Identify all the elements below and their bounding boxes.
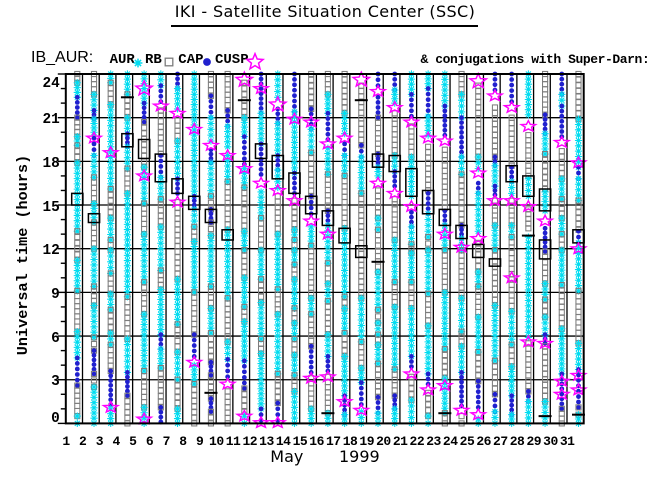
x-tick-label: 27: [493, 434, 508, 449]
y-tick-label: 24: [42, 75, 60, 92]
x-axis-title: May 1999: [270, 447, 380, 466]
x-tick-label: 30: [543, 434, 558, 449]
x-tick-label: 25: [459, 434, 475, 449]
y-tick-label: 12: [42, 243, 60, 260]
x-tick-label: 26: [476, 434, 491, 449]
legend-label-aur: AUR: [109, 52, 135, 68]
x-tick-label: 24: [442, 434, 458, 449]
y-tick-label: 15: [42, 199, 60, 216]
x-tick-label: 19: [359, 434, 374, 449]
x-tick-label: 2: [79, 434, 87, 449]
x-tick-label: 11: [225, 434, 241, 449]
y-tick-label: 3: [51, 374, 60, 391]
x-tick-label: 9: [195, 434, 204, 449]
x-tick-label: 18: [342, 434, 358, 449]
x-tick-label: 5: [129, 434, 137, 449]
y-tick-label: 9: [51, 286, 60, 303]
legend-label-rb: RB: [145, 52, 162, 68]
rb-square-icon: [164, 57, 174, 67]
legend-label-cap: CAP: [178, 52, 204, 68]
legend-note: & conjugations with Super-Darn:: [420, 51, 650, 67]
x-tick-label: 16: [309, 434, 324, 449]
legend-label-cusp: CUSP: [215, 52, 249, 68]
x-tick-label: 22: [409, 434, 425, 449]
y-tick-label: 18: [42, 155, 60, 172]
x-tick-label: 31: [559, 434, 575, 449]
y-tick-label: 0: [51, 410, 60, 427]
x-tick-label: 14: [275, 434, 291, 449]
x-tick-label: 3: [95, 434, 104, 449]
x-tick-label: 28: [509, 434, 525, 449]
x-tick-label: 29: [526, 434, 542, 449]
x-tick-label: 13: [259, 434, 274, 449]
cap-circle-icon: [203, 57, 211, 66]
dataset-label: IB_AUR:: [31, 49, 94, 66]
x-tick-label: 6: [145, 434, 154, 449]
x-tick-label: 15: [292, 434, 308, 449]
x-tick-label: 17: [325, 434, 341, 449]
cusp-star-icon: [245, 51, 266, 70]
x-tick-label: 8: [179, 434, 187, 449]
x-tick-label: 21: [392, 434, 408, 449]
title-underline: [171, 25, 478, 27]
x-tick-label: 20: [376, 434, 391, 449]
x-tick-label: 23: [426, 434, 441, 449]
x-tick-label: 4: [112, 434, 120, 449]
x-tick-label: 7: [162, 434, 171, 449]
x-tick-label: 1: [62, 434, 70, 449]
y-tick-label: 6: [51, 330, 60, 347]
x-tick-label: 10: [209, 434, 224, 449]
page-title: IKI - Satellite Situation Center (SSC): [174, 2, 476, 21]
y-tick-label: 21: [42, 112, 60, 129]
x-tick-label: 12: [242, 434, 258, 449]
aur-asterisk-icon: [133, 58, 142, 67]
